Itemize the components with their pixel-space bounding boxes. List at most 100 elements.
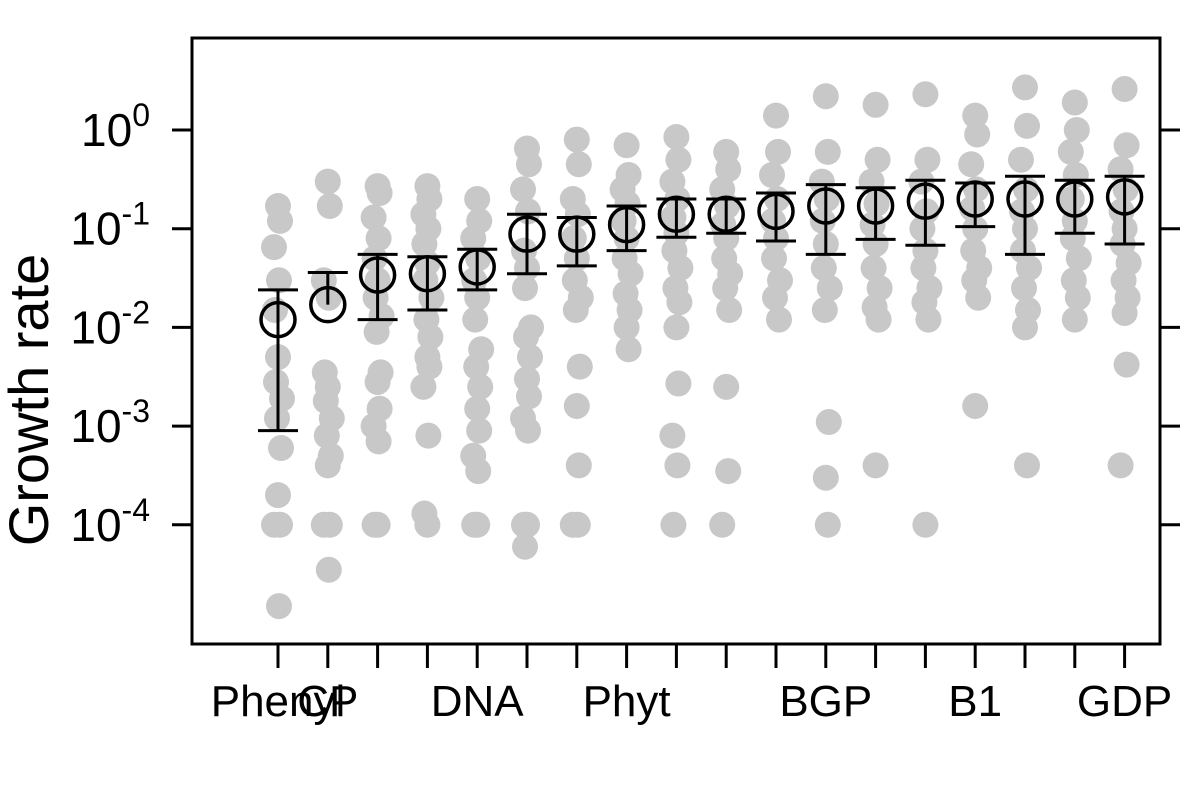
data-point xyxy=(510,176,536,203)
data-point xyxy=(364,368,391,395)
data-point xyxy=(865,306,892,333)
y-axis: 100 10-1 10-2 10-3 10-4 xyxy=(70,97,1180,551)
mean-marker xyxy=(1056,180,1094,218)
data-point xyxy=(268,434,294,461)
data-point xyxy=(465,458,492,485)
data-point xyxy=(414,511,441,538)
data-point xyxy=(860,254,887,281)
data-point xyxy=(962,215,989,242)
data-point xyxy=(664,452,691,479)
data-point xyxy=(417,323,444,350)
data-points xyxy=(261,74,1142,620)
data-point xyxy=(814,138,841,165)
y-tick-label: 10-3 xyxy=(70,393,150,452)
data-point xyxy=(512,533,538,560)
data-point xyxy=(415,422,442,449)
data-point xyxy=(315,556,342,583)
data-point xyxy=(1011,275,1037,302)
data-point xyxy=(766,306,792,333)
data-point xyxy=(910,254,937,281)
data-point xyxy=(365,428,392,455)
data-point xyxy=(266,593,292,620)
mean-marker xyxy=(558,215,596,253)
data-point xyxy=(410,373,437,400)
y-tick-label: 10-1 xyxy=(70,196,150,255)
mean-marker xyxy=(707,195,745,234)
data-point xyxy=(962,392,989,419)
data-point xyxy=(862,452,889,479)
data-point xyxy=(462,306,489,333)
data-point xyxy=(1061,89,1088,116)
data-point xyxy=(314,168,341,195)
data-point xyxy=(962,102,989,129)
data-point xyxy=(810,254,837,281)
data-point xyxy=(269,385,295,412)
data-point xyxy=(416,353,443,380)
data-point xyxy=(659,422,686,449)
data-point xyxy=(715,458,742,485)
data-point xyxy=(663,123,690,150)
mean-marker xyxy=(1006,180,1044,218)
data-point xyxy=(660,511,687,538)
mean-marker xyxy=(757,192,795,231)
data-point xyxy=(816,275,843,302)
mean-marker xyxy=(607,205,646,244)
x-tick-label: GDP xyxy=(1077,677,1172,726)
data-point xyxy=(363,318,390,345)
data-point xyxy=(1012,74,1038,101)
mean-marker xyxy=(1105,178,1144,216)
data-point xyxy=(366,179,393,206)
x-tick-label: DNA xyxy=(431,677,525,726)
data-point xyxy=(1057,138,1084,165)
data-point xyxy=(765,138,791,165)
data-point xyxy=(314,452,341,479)
y-tick-label: 10-4 xyxy=(70,492,150,551)
y-tick-label: 10-2 xyxy=(70,294,150,353)
data-point xyxy=(713,373,740,400)
data-point xyxy=(915,306,942,333)
data-point xyxy=(565,151,592,178)
data-point xyxy=(964,121,991,148)
data-point xyxy=(709,511,736,538)
data-point xyxy=(1064,284,1091,311)
data-point xyxy=(809,207,836,234)
data-point xyxy=(864,146,891,173)
data-point xyxy=(762,284,788,311)
data-point xyxy=(364,511,391,538)
data-point xyxy=(513,323,539,350)
data-point xyxy=(265,482,291,509)
data-point xyxy=(365,225,392,252)
mean-marker xyxy=(906,182,945,220)
data-point xyxy=(460,225,487,252)
data-point xyxy=(516,151,542,178)
data-point xyxy=(517,344,543,371)
data-point xyxy=(1113,132,1140,159)
x-tick-label: CP xyxy=(297,677,358,726)
data-point xyxy=(958,151,985,178)
data-point xyxy=(565,452,592,479)
data-point xyxy=(1111,299,1138,326)
data-point xyxy=(667,254,694,281)
mean-marker xyxy=(259,300,297,339)
mean-marker xyxy=(807,187,845,225)
mean-marker xyxy=(657,195,696,234)
data-point xyxy=(914,146,941,173)
mean-marker xyxy=(956,180,994,218)
data-point xyxy=(1113,351,1140,378)
data-point xyxy=(512,275,538,302)
data-point xyxy=(1065,245,1092,272)
data-point xyxy=(261,511,287,538)
data-point xyxy=(1063,117,1090,143)
data-point xyxy=(815,409,842,436)
data-point xyxy=(563,126,590,153)
data-point xyxy=(665,370,692,397)
data-point xyxy=(316,192,343,219)
data-point xyxy=(812,464,839,491)
data-point xyxy=(663,314,690,341)
data-point xyxy=(965,284,992,311)
y-axis-label: Growth rate xyxy=(0,254,60,547)
mean-marker xyxy=(458,248,496,286)
data-point xyxy=(515,417,541,444)
data-point xyxy=(467,373,494,400)
